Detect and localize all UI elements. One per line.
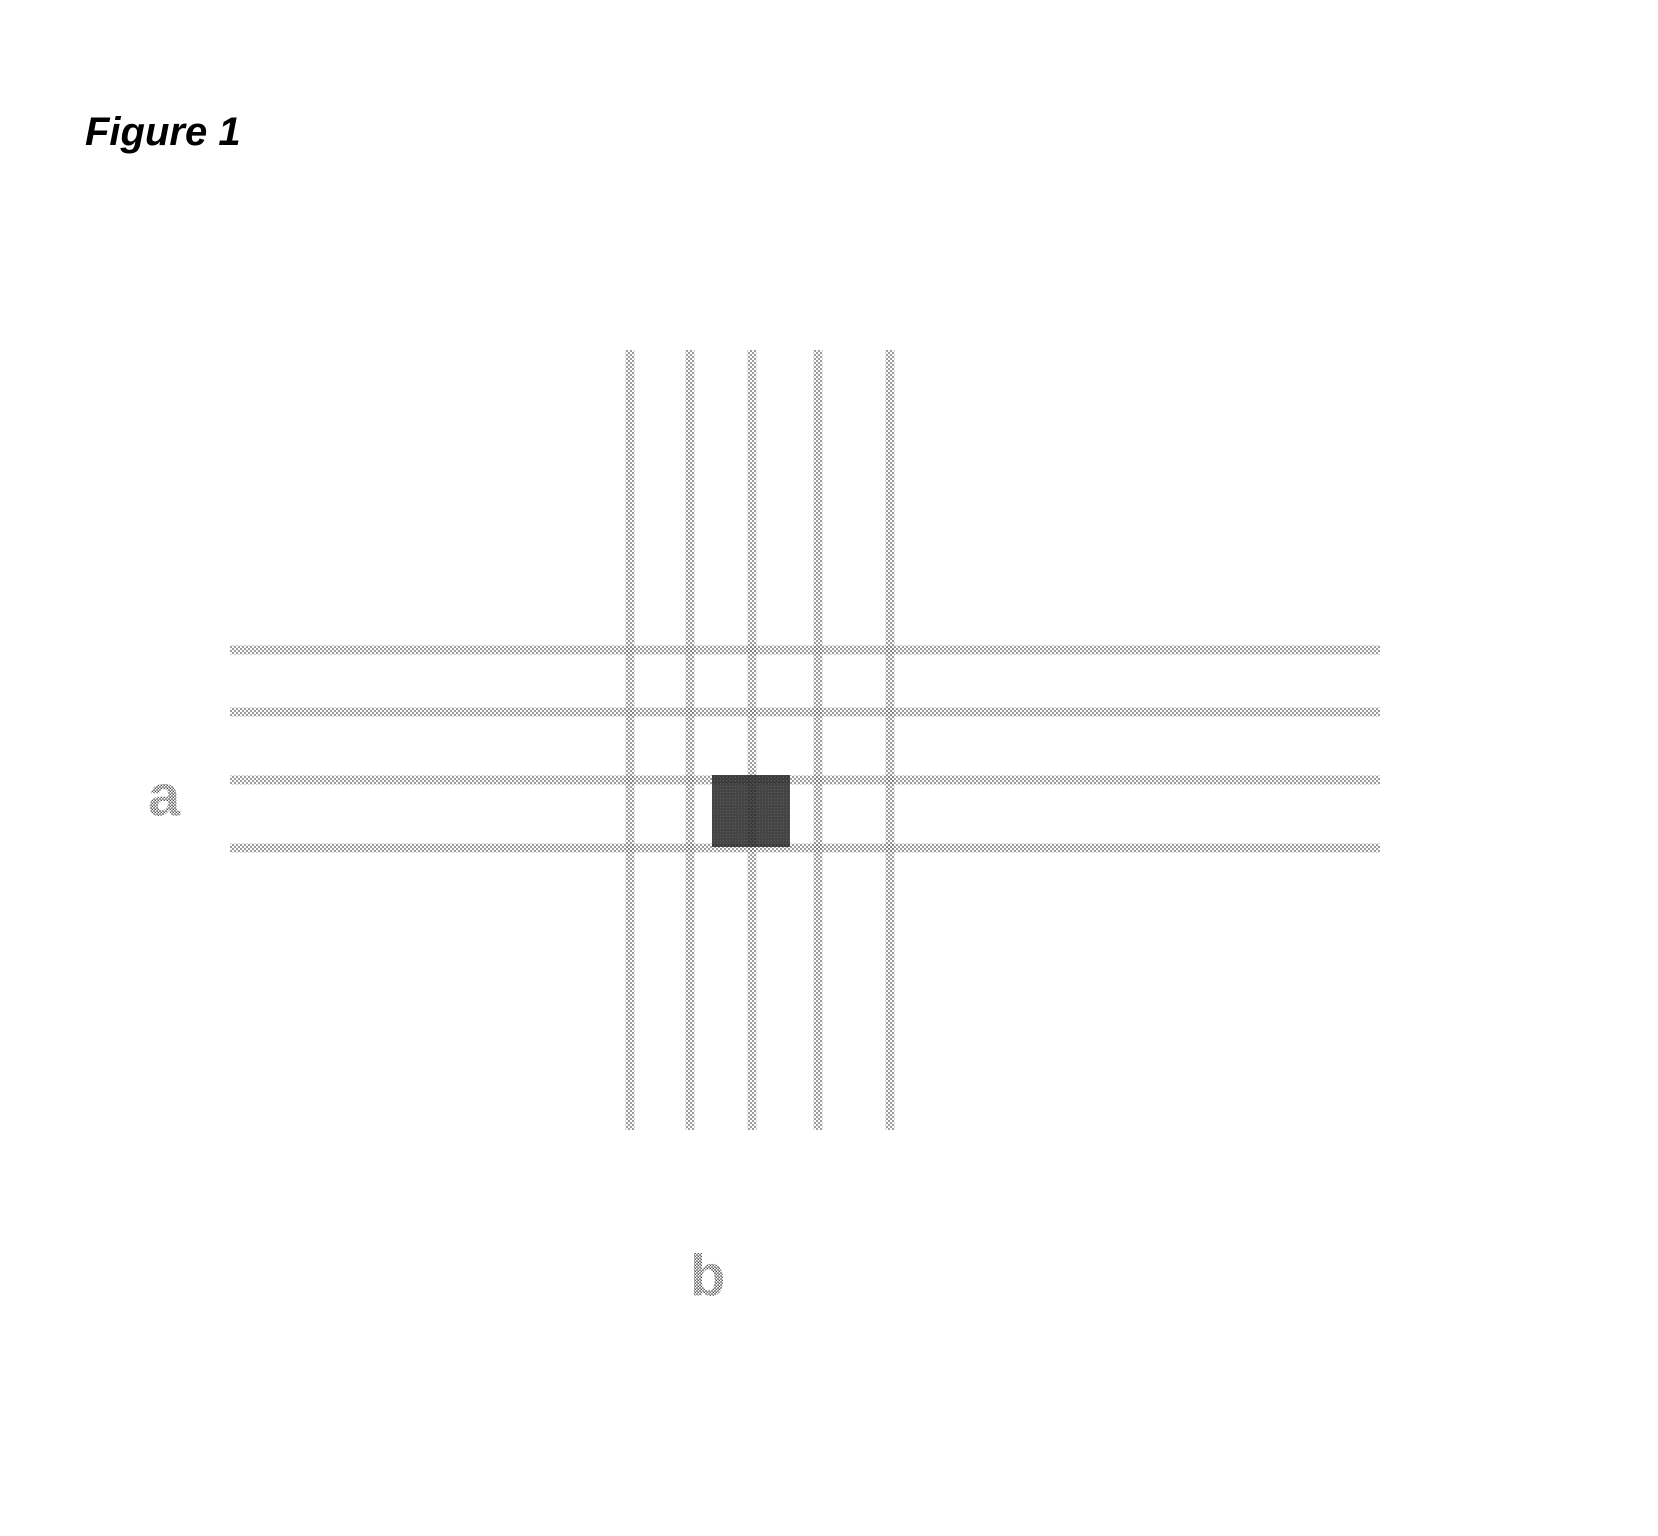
v-grid-line-2 [748, 350, 757, 1130]
h-grid-line-0 [230, 646, 1380, 655]
v-grid-line-0 [626, 350, 635, 1130]
h-grid-line-1 [230, 708, 1380, 717]
axis-letter-b: b [690, 1243, 725, 1308]
center-block [712, 775, 790, 847]
axis-letter-a: a [148, 763, 181, 828]
grid-diagram: ab [0, 0, 1658, 1536]
v-grid-line-3 [814, 350, 823, 1130]
h-grid-line-3 [230, 844, 1380, 853]
v-grid-line-4 [886, 350, 895, 1130]
h-grid-line-2 [230, 776, 1380, 785]
v-grid-line-1 [686, 350, 695, 1130]
